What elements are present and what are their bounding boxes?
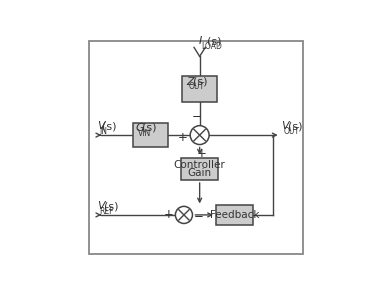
Text: (s): (s): [102, 121, 117, 131]
Text: REF: REF: [100, 207, 114, 216]
Text: (s): (s): [104, 201, 118, 211]
Text: −: −: [192, 110, 202, 124]
Circle shape: [190, 126, 209, 145]
FancyBboxPatch shape: [216, 205, 253, 225]
Text: −: −: [193, 210, 203, 223]
Text: (s): (s): [193, 77, 208, 86]
Text: (s): (s): [207, 36, 221, 46]
Text: V: V: [97, 121, 105, 131]
Text: +: +: [178, 131, 188, 144]
Text: I: I: [198, 36, 202, 46]
Text: G: G: [136, 123, 144, 133]
Text: LOAD: LOAD: [201, 42, 222, 51]
FancyBboxPatch shape: [182, 76, 217, 102]
FancyBboxPatch shape: [90, 41, 303, 254]
Text: IN: IN: [100, 127, 108, 136]
Text: OUT: OUT: [189, 82, 205, 91]
FancyBboxPatch shape: [181, 158, 218, 180]
Text: OUT: OUT: [284, 127, 300, 136]
Text: (s): (s): [288, 121, 303, 131]
Text: Feedback: Feedback: [210, 210, 259, 220]
Text: Z: Z: [186, 77, 194, 86]
FancyBboxPatch shape: [133, 123, 168, 147]
Text: V: V: [97, 201, 105, 211]
Text: (s): (s): [142, 123, 157, 133]
Text: Gain: Gain: [188, 168, 212, 178]
Text: V: V: [281, 121, 289, 131]
Text: +: +: [163, 208, 173, 221]
Text: +: +: [196, 147, 206, 160]
Text: VIN: VIN: [138, 128, 151, 138]
Circle shape: [175, 206, 193, 223]
Text: Controller: Controller: [174, 160, 226, 170]
